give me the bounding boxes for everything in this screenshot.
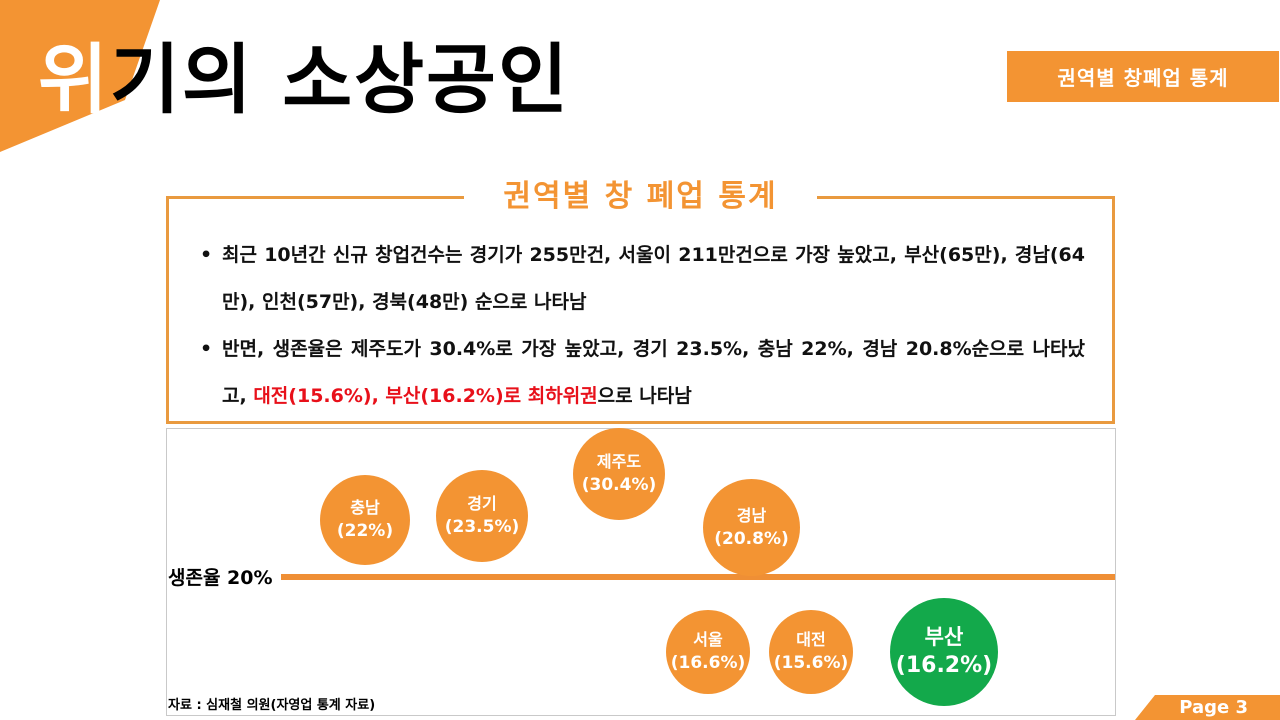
summary-bullets: 최근 10년간 신규 창업건수는 경기가 255만건, 서울이 211만건으로 … <box>200 232 1085 420</box>
page-number-tag: Page 3 <box>1135 695 1280 720</box>
bubble-jeju: 제주도 (30.4%) <box>573 428 665 520</box>
bubble-busan: 부산 (16.2%) <box>890 598 998 706</box>
bubble-name: 경남 <box>736 505 767 525</box>
bullet-survival-highlight: 대전(15.6%), 부산(16.2%)로 최하위권 <box>253 385 598 407</box>
bubble-daejeon: 대전 (15.6%) <box>769 610 853 694</box>
bubble-name: 대전 <box>796 630 826 649</box>
bullet-survival: 반면, 생존율은 제주도가 30.4%로 가장 높았고, 경기 23.5%, 충… <box>200 326 1085 420</box>
bubble-name: 제주도 <box>596 452 642 471</box>
survival-chart-frame <box>166 428 1116 716</box>
threshold-label: 생존율 20% <box>168 567 273 589</box>
bubble-name: 충남 <box>350 498 380 517</box>
bubble-seoul: 서울 (16.6%) <box>666 610 750 694</box>
bullet-startups: 최근 10년간 신규 창업건수는 경기가 255만건, 서울이 211만건으로 … <box>200 232 1085 326</box>
bubble-name: 서울 <box>693 630 723 649</box>
page-number: Page 3 <box>1179 697 1248 718</box>
box-top-border-right <box>817 196 1115 199</box>
bubble-value: (30.4%) <box>581 475 657 495</box>
title-first-char: 위 <box>38 35 110 124</box>
bubble-name: 부산 <box>924 625 964 649</box>
bubble-value: (22%) <box>336 521 394 541</box>
bubble-chungnam: 충남 (22%) <box>320 475 410 565</box>
bubble-value: (16.2%) <box>895 653 993 678</box>
bubble-value: (20.8%) <box>714 528 789 549</box>
page-title: 위 기의 소상공인 <box>38 30 570 130</box>
bubble-value: (16.6%) <box>670 653 746 673</box>
data-source-note: 자료 : 심재철 의원(자영업 통계 자료) <box>168 698 376 713</box>
bullet-survival-text: 반면, 생존율은 제주도가 30.4%로 가장 높았고, 경기 23.5%, 충… <box>222 338 1085 407</box>
bubble-value: (15.6%) <box>773 653 849 673</box>
bubble-gyeongnam: 경남 (20.8%) <box>703 479 800 576</box>
bubble-name: 경기 <box>467 494 497 513</box>
box-top-border-left <box>166 196 464 199</box>
bubble-gyeonggi: 경기 (23.5%) <box>436 470 528 562</box>
bullet-survival-end: 으로 나타남 <box>597 385 692 407</box>
summary-box <box>166 196 1115 424</box>
summary-title: 권역별 창 폐업 통계 <box>503 179 778 214</box>
bubble-value: (23.5%) <box>444 517 520 537</box>
section-tag: 권역별 창폐업 통계 <box>1007 51 1279 102</box>
threshold-line <box>281 574 1115 580</box>
title-rest: 기의 소상공인 <box>109 35 570 124</box>
